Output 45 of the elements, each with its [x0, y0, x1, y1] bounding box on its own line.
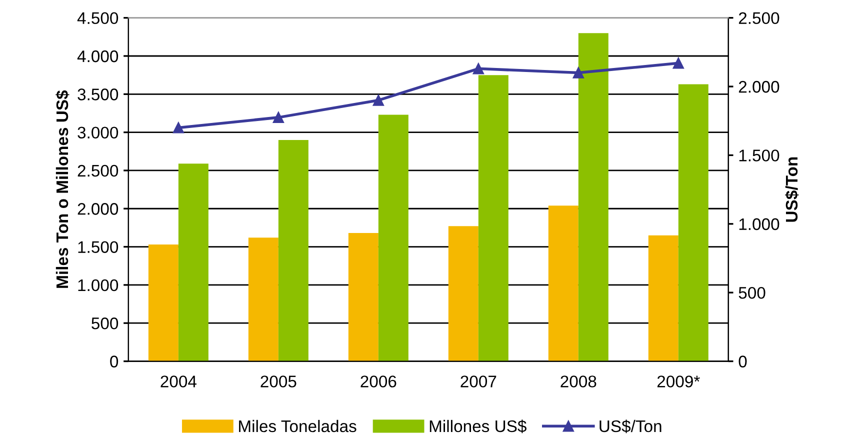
point [672, 58, 684, 69]
x-tick-label: 2007 [460, 376, 496, 388]
y2-tick-label: 1.500 [739, 150, 780, 162]
bar [678, 84, 708, 362]
point [172, 122, 184, 134]
bar [448, 226, 478, 362]
y-tick-label: 4.500 [77, 12, 118, 24]
bar [648, 235, 678, 362]
y2-axis-title: US$/Ton [785, 157, 799, 222]
x-tick-label: 2009* [657, 376, 700, 388]
bar [278, 140, 308, 362]
y-tick-label: 3.500 [78, 88, 118, 100]
x-tick-label: 2005 [260, 376, 296, 388]
legend-label: Millones US$ [430, 420, 526, 434]
y2-tick-label: 1.000 [739, 218, 780, 230]
y-tick-label: 2.500 [78, 164, 118, 177]
y-tick-label: 1.000 [78, 279, 118, 292]
point [272, 112, 284, 123]
y-tick-label: 1.500 [78, 241, 118, 253]
point [472, 63, 484, 74]
y2-tick-label: 500 [738, 286, 766, 299]
y2-tick-label: 2.500 [738, 12, 780, 24]
x-tick-label: 2006 [360, 376, 396, 388]
y2-tick-label: 0 [738, 356, 747, 368]
y-tick-label: 4.000 [77, 50, 118, 62]
legend-label: Miles Toneladas [239, 420, 356, 432]
y-tick-label: 2.000 [78, 203, 118, 215]
legend-label: US$/Ton [600, 420, 662, 434]
x-tick-label: 2004 [160, 376, 196, 388]
x-tick-label: 2008 [560, 376, 596, 388]
bar [578, 33, 608, 362]
bar [378, 114, 408, 362]
y2-tick-label: 2.000 [738, 80, 780, 93]
y-tick-label: 0 [110, 356, 118, 368]
y-axis-title: Miles Ton o Millones US$ [56, 90, 70, 288]
bar [178, 164, 208, 362]
bar [478, 75, 508, 362]
y-tick-label: 500 [92, 318, 118, 330]
bar [548, 206, 578, 362]
bar [348, 233, 378, 362]
y-tick-label: 3.000 [78, 126, 118, 139]
point [572, 67, 584, 78]
point [372, 94, 384, 106]
bar [248, 238, 278, 362]
bar [148, 244, 178, 362]
